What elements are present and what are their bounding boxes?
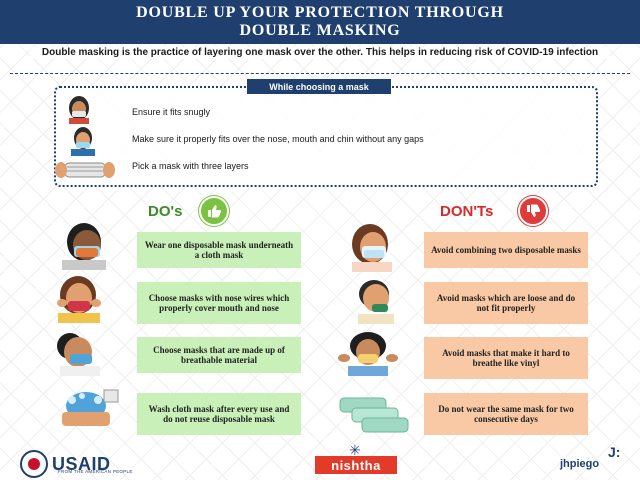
dont-card-2: Avoid masks which are loose and do not f…: [424, 282, 588, 324]
vinyl-mask-woman-illustration: [338, 332, 398, 376]
usaid-tagline: FROM THE AMERICAN PEOPLE: [58, 469, 133, 474]
choosing-item-3: Pick a mask with three layers: [132, 161, 249, 171]
divider-top: [10, 73, 630, 74]
do-card-4: Wash cloth mask after every use and do n…: [137, 393, 301, 435]
usaid-logo: USAID: [20, 450, 111, 478]
man-fitting-mask-illustration: [71, 127, 95, 156]
usaid-seal-icon: [20, 450, 48, 478]
thumbs-up-icon: [199, 196, 229, 226]
dont-card-4: Do not wear the same mask for two consec…: [424, 393, 588, 435]
thumbs-down-icon: [518, 196, 548, 226]
choosing-item-1: Ensure it fits snugly: [132, 107, 211, 117]
dont-card-3: Avoid masks that make it hard to breathe…: [424, 337, 588, 379]
nishtha-logo: ✳ nishtha: [315, 442, 397, 476]
choosing-box: [54, 86, 598, 187]
woman-mask-illustration: [69, 96, 89, 124]
donts-heading: DON'Ts: [440, 203, 494, 220]
title-line-1: DOUBLE UP YOUR PROTECTION THROUGH: [136, 4, 504, 21]
jhpiego-logo: J: jhpiego: [560, 444, 630, 478]
nishtha-wordmark: nishtha: [315, 456, 397, 474]
jhpiego-mark-icon: J:: [608, 444, 621, 460]
nose-wire-mask-woman-illustration: [57, 276, 101, 323]
do-card-3: Choose masks that are made up of breatha…: [137, 337, 301, 373]
breathable-mask-woman-illustration: [57, 333, 100, 376]
title-line-2: DOUBLE MASKING: [239, 22, 401, 39]
usaid-wordmark: USAID: [52, 453, 111, 474]
intro-text: Double masking is the practice of layeri…: [30, 47, 610, 59]
title-banner: DOUBLE UP YOUR PROTECTION THROUGH DOUBLE…: [0, 0, 640, 44]
three-layer-mask-illustration: [55, 162, 115, 178]
nishtha-star-icon: ✳: [349, 442, 361, 458]
choosing-heading: While choosing a mask: [247, 79, 391, 94]
two-disposable-masks-woman-illustration: [352, 224, 392, 272]
double-mask-man-illustration: [62, 223, 106, 270]
dont-card-1: Avoid combining two disposable masks: [424, 232, 588, 268]
do-card-1: Wear one disposable mask underneath a cl…: [137, 232, 301, 268]
washing-mask-illustration: [62, 389, 119, 426]
do-card-2: Choose masks with nose wires which prope…: [137, 282, 301, 324]
choosing-item-2: Make sure it properly fits over the nose…: [132, 134, 424, 144]
dos-heading: DO's: [148, 203, 183, 220]
loose-mask-man-illustration: [358, 280, 394, 324]
stacked-masks-illustration: [339, 397, 409, 433]
jhpiego-wordmark: jhpiego: [560, 458, 600, 470]
